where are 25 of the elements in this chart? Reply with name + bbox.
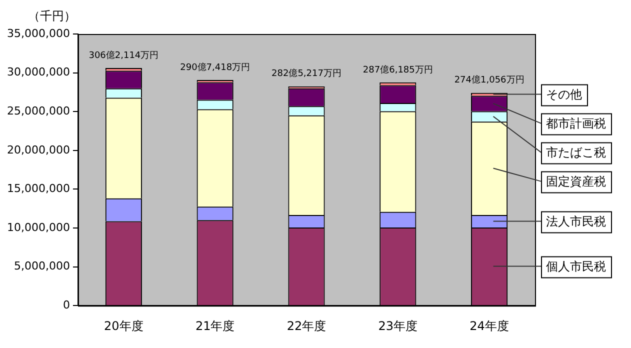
y-tick-label: 0: [62, 298, 70, 312]
x-tick-label: 22年度: [286, 318, 326, 333]
total-label: 282億5,217万円: [272, 68, 342, 80]
text: 市たばこ税: [546, 145, 606, 160]
text: 個人市民税: [546, 259, 606, 274]
y-tick-label: 20,000,000: [6, 143, 70, 156]
text: 法人市民税: [546, 214, 606, 228]
y-tick-label: 15,000,000: [6, 182, 70, 196]
y-tick-label: 30,000,000: [6, 66, 70, 79]
y-tick-label: 25,000,000: [6, 104, 70, 118]
total-label: 290億7,418万円: [180, 62, 250, 73]
x-tick-label: 23年度: [378, 318, 418, 333]
y-tick-label: 10,000,000: [6, 220, 70, 234]
total-label: 287億6,185万円: [362, 64, 433, 76]
x-tick-label: 20年度: [104, 318, 144, 333]
text: 都市計画税: [546, 116, 606, 130]
total-label: 274億1,056万円: [454, 74, 524, 86]
y-tick-label: 5,000,000: [14, 260, 70, 273]
text: 固定資産税: [546, 174, 606, 188]
x-tick-label: 24年度: [470, 318, 509, 333]
y-tick-label: 35,000,000: [6, 26, 70, 40]
total-label: 306億2,114万円: [88, 50, 159, 61]
y-axis-title: （千円）: [28, 9, 76, 24]
x-tick-label: 21年度: [195, 318, 235, 333]
text: その他: [546, 87, 582, 102]
